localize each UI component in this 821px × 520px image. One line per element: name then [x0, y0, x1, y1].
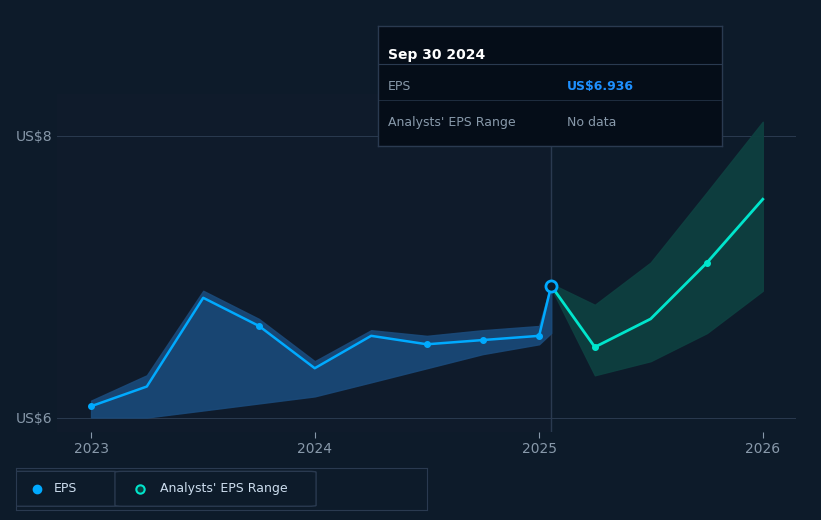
Bar [57, 94, 551, 432]
Text: Actual: Actual [505, 102, 544, 115]
Text: EPS: EPS [53, 483, 76, 495]
FancyBboxPatch shape [115, 471, 316, 506]
Text: EPS: EPS [388, 80, 411, 93]
Text: Analysts' EPS Range: Analysts' EPS Range [388, 116, 516, 129]
Text: US$6.936: US$6.936 [567, 80, 635, 93]
Text: No data: No data [567, 116, 617, 129]
Text: Analysts Forecasts: Analysts Forecasts [558, 102, 674, 115]
Text: Sep 30 2024: Sep 30 2024 [388, 47, 485, 61]
Text: Analysts' EPS Range: Analysts' EPS Range [160, 483, 287, 495]
FancyBboxPatch shape [12, 471, 119, 506]
